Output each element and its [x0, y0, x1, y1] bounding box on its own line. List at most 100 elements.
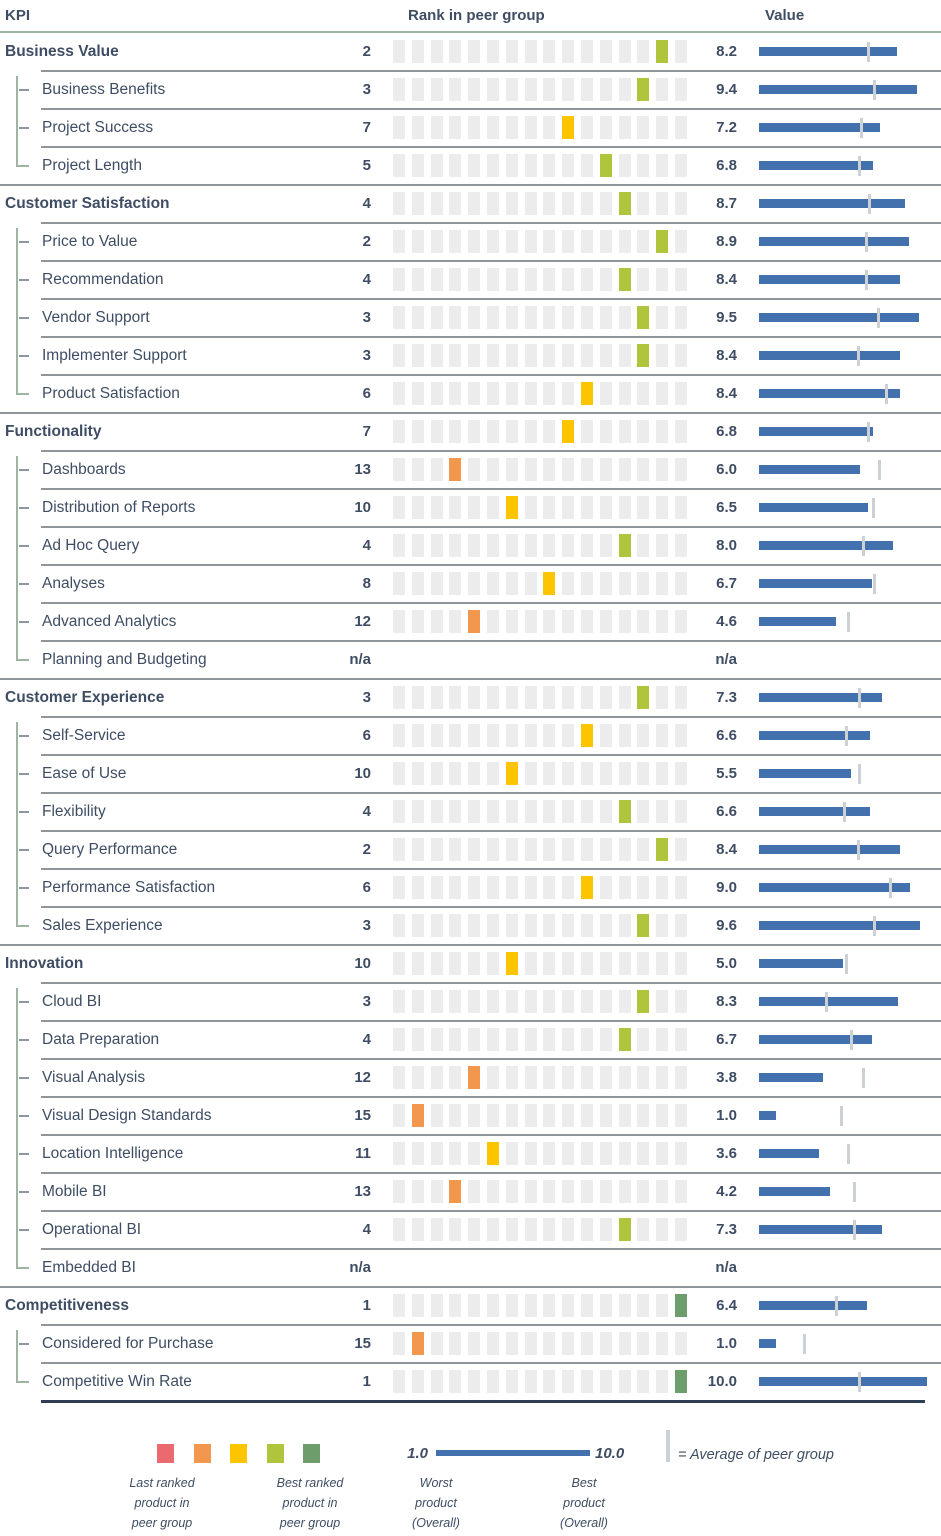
legend-average-label: = Average of peer group — [678, 1447, 834, 1463]
peer-square — [468, 572, 481, 595]
tree-connector-stub — [19, 1115, 29, 1117]
peer-square — [524, 306, 537, 329]
peer-square — [599, 800, 612, 823]
peer-square — [486, 306, 499, 329]
peer-square — [486, 1218, 499, 1241]
peer-square — [543, 1028, 556, 1051]
peer-square — [656, 1180, 669, 1203]
peer-square — [393, 876, 405, 899]
peer-square — [562, 762, 575, 785]
peer-square — [618, 40, 631, 63]
highlighted-peer-square — [637, 990, 650, 1013]
peer-square — [618, 306, 631, 329]
tree-connector-stub — [19, 545, 29, 547]
peer-square — [674, 382, 687, 405]
peer-square — [393, 116, 405, 139]
tree-connector-stub — [16, 1267, 29, 1269]
peer-square — [599, 990, 612, 1013]
kpi-value: 9.0 — [716, 879, 737, 896]
peer-square — [393, 344, 405, 367]
kpi-label: Query Performance — [42, 841, 178, 858]
kpi-value: 6.6 — [716, 727, 737, 744]
peer-square — [599, 838, 612, 861]
kpi-label: Sales Experience — [42, 917, 163, 934]
peer-square — [580, 344, 593, 367]
peer-average-tick — [885, 384, 888, 404]
peer-square — [486, 116, 499, 139]
peer-square — [599, 192, 612, 215]
rank-value: 3 — [362, 347, 371, 364]
kpi-row: Vendor Support 3 9.5 — [0, 298, 941, 337]
kpi-label: Distribution of Reports — [42, 499, 196, 516]
kpi-label: Analyses — [42, 575, 105, 592]
peer-square — [618, 724, 631, 747]
tree-connector-stub — [16, 165, 29, 167]
peer-square — [468, 154, 481, 177]
peer-square — [562, 1028, 575, 1051]
kpi-row: Cloud BI 3 8.3 — [0, 982, 941, 1021]
kpi-row: Functionality 7 6.8 — [0, 412, 941, 451]
row-separator — [41, 868, 941, 870]
peer-square — [411, 610, 424, 633]
kpi-row: Visual Design Standards 15 1.0 — [0, 1096, 941, 1135]
tree-connector-stub — [19, 1001, 29, 1003]
peer-square — [430, 458, 443, 481]
peer-square — [524, 1104, 537, 1127]
peer-group-squares — [393, 40, 687, 63]
rank-value: 3 — [362, 81, 371, 98]
peer-square — [449, 306, 462, 329]
legend-swatch-red — [157, 1444, 174, 1463]
peer-square — [637, 838, 650, 861]
peer-group-squares — [393, 1218, 687, 1241]
peer-square — [656, 686, 669, 709]
highlighted-peer-square — [505, 496, 518, 519]
peer-square — [524, 458, 537, 481]
peer-square — [599, 230, 612, 253]
peer-square — [543, 1142, 556, 1165]
kpi-value: 3.8 — [716, 1069, 737, 1086]
peer-square — [618, 154, 631, 177]
value-bar — [759, 1339, 776, 1348]
peer-square — [430, 724, 443, 747]
peer-square — [411, 724, 424, 747]
tree-connector-stub — [19, 583, 29, 585]
peer-square — [562, 154, 575, 177]
peer-square — [411, 154, 424, 177]
peer-square — [449, 116, 462, 139]
peer-square — [580, 1180, 593, 1203]
peer-square — [674, 116, 687, 139]
peer-square — [393, 610, 405, 633]
peer-square — [524, 876, 537, 899]
highlighted-peer-square — [562, 116, 575, 139]
peer-square — [524, 268, 537, 291]
peer-square — [486, 534, 499, 557]
peer-square — [393, 838, 405, 861]
peer-square — [449, 876, 462, 899]
peer-square — [411, 534, 424, 557]
value-bar — [759, 503, 868, 512]
peer-square — [393, 306, 405, 329]
row-separator — [41, 146, 941, 148]
value-bar — [759, 769, 851, 778]
value-bar — [759, 1073, 823, 1082]
rank-value: 5 — [362, 157, 371, 174]
kpi-label: Competitive Win Rate — [42, 1373, 192, 1390]
peer-square — [656, 420, 669, 443]
peer-square — [393, 1066, 405, 1089]
rank-value: 2 — [362, 841, 371, 858]
peer-square — [486, 800, 499, 823]
kpi-value: 7.3 — [716, 1221, 737, 1238]
kpi-label: Mobile BI — [42, 1183, 107, 1200]
peer-square — [393, 420, 405, 443]
peer-square — [674, 1028, 687, 1051]
peer-square — [430, 1066, 443, 1089]
peer-square — [393, 1218, 405, 1241]
peer-square — [599, 458, 612, 481]
peer-square — [505, 724, 518, 747]
peer-square — [486, 838, 499, 861]
peer-square — [430, 572, 443, 595]
peer-square — [430, 382, 443, 405]
peer-square — [674, 534, 687, 557]
rank-value: 12 — [354, 1069, 371, 1086]
row-separator — [41, 108, 941, 110]
